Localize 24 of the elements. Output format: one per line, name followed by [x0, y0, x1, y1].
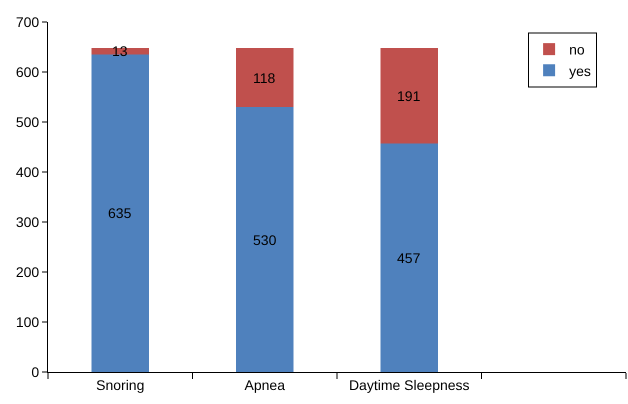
- y-tick-label: 300: [16, 214, 40, 230]
- data-label: 457: [397, 250, 421, 266]
- legend-label: no: [569, 42, 585, 58]
- y-tick-label: 400: [16, 164, 40, 180]
- bar: [380, 48, 438, 144]
- bar: [380, 144, 438, 372]
- y-tick-label: 0: [31, 364, 40, 380]
- data-label: 635: [108, 205, 132, 221]
- x-tick-label: Daytime Sleepness: [348, 376, 470, 393]
- bar: [91, 54, 150, 372]
- y-tick-label: 700: [16, 14, 40, 30]
- y-tick-label: 100: [16, 314, 40, 330]
- legend-label: yes: [569, 62, 591, 79]
- data-label: 191: [397, 88, 421, 104]
- data-label: 530: [253, 232, 277, 248]
- x-tick-label: Apnea: [244, 376, 286, 393]
- bar: [91, 48, 150, 54]
- x-tick-label: Snoring: [96, 376, 144, 393]
- y-tick-label: 500: [16, 114, 40, 130]
- bar: [236, 107, 294, 372]
- bar: [236, 48, 294, 107]
- y-tick-label: 200: [16, 264, 40, 280]
- y-tick-label: 600: [16, 64, 40, 80]
- data-label: 118: [253, 70, 276, 86]
